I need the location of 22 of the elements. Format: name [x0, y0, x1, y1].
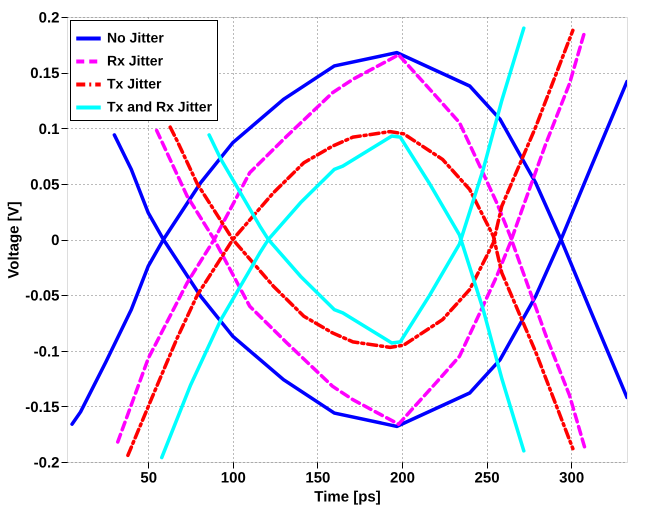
y-tick-label: 0.2 — [38, 10, 60, 26]
line-series — [70, 50, 627, 426]
y-tick-label: 0.15 — [30, 65, 60, 82]
x-tick-label: 300 — [559, 470, 584, 486]
y-tick-label: 0 — [51, 232, 60, 249]
y-tick-label: -0.2 — [34, 454, 60, 472]
legend-label: No Jitter — [107, 30, 164, 46]
y-tick-label: 0.05 — [30, 176, 60, 194]
y-tick-label: 0.1 — [38, 120, 60, 138]
x-axis-title: Time [ps] — [314, 488, 381, 506]
legend-label: Rx Jitter — [107, 52, 164, 68]
y-tick-label: -0.15 — [25, 398, 60, 416]
x-tick-label: 150 — [305, 470, 330, 486]
y-axis-title: Voltage [V] — [5, 201, 22, 279]
x-tick-label: 50 — [140, 470, 158, 486]
x-tick-label: 250 — [474, 470, 500, 486]
legend-label: Tx Jitter — [107, 76, 162, 92]
x-tick-label: 200 — [390, 470, 415, 486]
y-tick-label: -0.05 — [25, 288, 60, 305]
x-tick-label: 100 — [220, 470, 246, 486]
legend-label: Tx and Rx Jitter — [107, 98, 213, 114]
y-tick-label: -0.1 — [34, 343, 60, 360]
